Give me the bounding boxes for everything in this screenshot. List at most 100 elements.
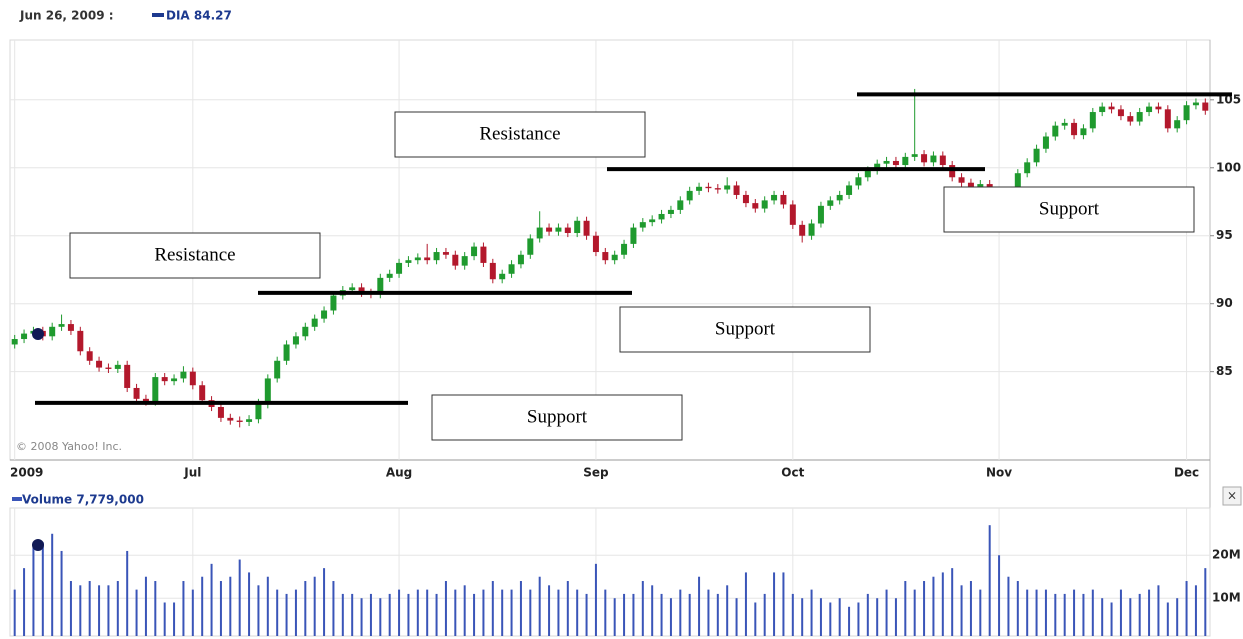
y-tick-label: 10M (1212, 591, 1241, 605)
volume-bar (248, 572, 251, 636)
volume-bar (538, 576, 541, 636)
volume-title: Volume 7,779,000 (22, 493, 144, 507)
y-tick-label: 85 (1216, 364, 1233, 378)
annotation-box (69, 232, 321, 279)
volume-bar (1073, 589, 1076, 636)
volume-bar (998, 555, 1001, 636)
volume-bar (294, 589, 297, 636)
volume-frame (9, 507, 1211, 637)
candle-body (649, 219, 656, 223)
volume-bar (641, 581, 644, 636)
candle-body (1024, 162, 1031, 174)
volume-bar (501, 589, 504, 636)
candle-body (227, 417, 234, 421)
volume-bar (885, 589, 888, 636)
volume-bar (444, 581, 447, 636)
close-icon[interactable]: × (1227, 489, 1237, 503)
volume-bar (913, 589, 916, 636)
volume-bar (829, 602, 832, 636)
candle-body (789, 204, 796, 225)
candle-body (846, 185, 853, 195)
candle-body (199, 385, 206, 401)
volume-bar (491, 581, 494, 636)
candle-body (171, 378, 178, 382)
volume-bar (585, 593, 588, 636)
candle-body (274, 360, 281, 379)
volume-bar (388, 593, 391, 636)
annotation-box (394, 111, 646, 158)
candle-body (499, 273, 506, 280)
volume-bar (763, 593, 766, 636)
volume-bar (716, 593, 719, 636)
candle-body (761, 200, 768, 209)
x-tick-label: Oct (781, 466, 804, 480)
volume-bar (876, 598, 879, 636)
candle-body (255, 404, 262, 420)
volume-bar (773, 572, 776, 636)
candle-body (621, 243, 628, 255)
candle-body (546, 227, 553, 232)
volume-bar (369, 593, 372, 636)
volume-bar (79, 585, 82, 636)
y-tick-label: 20M (1212, 548, 1241, 562)
candle-body (911, 154, 918, 157)
candle-body (442, 252, 449, 255)
candle-body (461, 256, 468, 266)
candle-body (161, 377, 168, 382)
volume-bar (688, 593, 691, 636)
x-tick-label: 2009 (10, 466, 43, 480)
candle-body (349, 287, 356, 291)
candle-body (77, 330, 84, 352)
volume-bar (266, 576, 269, 636)
volume-bar (941, 572, 944, 636)
volume-bar (932, 576, 935, 636)
candle-body (1071, 122, 1078, 136)
hover-dot (32, 539, 44, 551)
candle-body (133, 387, 140, 399)
x-tick-label: Sep (583, 466, 609, 480)
volume-bar (1194, 585, 1197, 636)
x-tick-label: Nov (986, 466, 1012, 480)
volume-bar (866, 593, 869, 636)
volume-bar (566, 581, 569, 636)
candle-body (864, 170, 871, 178)
volume-bar (857, 602, 860, 636)
candle-body (21, 333, 28, 340)
volume-bar (88, 581, 91, 636)
candle-body (658, 213, 665, 220)
y-tick-label: 90 (1216, 296, 1233, 310)
volume-bar (1026, 589, 1029, 636)
volume-bar (594, 563, 597, 636)
y-tick-label: 100 (1216, 160, 1241, 174)
volume-bar (1157, 585, 1160, 636)
candle-body (1146, 106, 1153, 113)
volume-bar (98, 585, 101, 636)
candle-body (377, 277, 384, 295)
volume-bar (163, 602, 166, 636)
volume-bar (1204, 568, 1207, 636)
candle-body (602, 252, 609, 261)
volume-bar (182, 581, 185, 636)
volume-bar (1101, 598, 1104, 636)
volume-bar (229, 576, 232, 636)
candle-body (424, 257, 431, 261)
close-button[interactable] (1222, 486, 1242, 506)
volume-bar (304, 581, 307, 636)
candle-body (1127, 116, 1134, 122)
candle-body (311, 318, 318, 327)
volume-bar (519, 581, 522, 636)
annotation-text: Support (1039, 198, 1100, 219)
candle-body (696, 186, 703, 191)
annotation-box (943, 186, 1195, 233)
candle-body (58, 324, 65, 327)
candle-body (1108, 106, 1115, 110)
volume-swatch (12, 497, 22, 501)
volume-bar (613, 598, 616, 636)
candle-body (1202, 102, 1209, 111)
candle-body (96, 360, 103, 368)
candle-body (489, 262, 496, 280)
candle-body (536, 227, 543, 239)
candle-body (921, 154, 928, 163)
volume-bar (126, 550, 129, 636)
